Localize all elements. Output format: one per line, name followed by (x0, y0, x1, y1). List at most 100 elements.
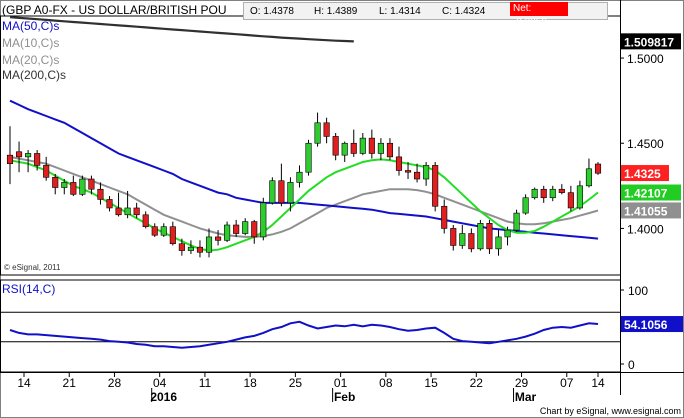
bear-candle (540, 188, 547, 199)
bear-candle (196, 246, 204, 253)
open-value: O: 1.4378 (250, 6, 294, 17)
bear-candle (34, 153, 41, 166)
bear-candle (52, 177, 59, 188)
bear-candle (278, 180, 285, 204)
bear-candle (133, 207, 140, 216)
bear-candle (368, 137, 375, 154)
x-tick-label: 08 (379, 376, 393, 390)
x-tick-label: 07 (560, 376, 574, 390)
month-label: Feb (334, 390, 355, 404)
bear-candle (251, 221, 258, 238)
month-label: 2016 (150, 390, 177, 404)
bull-candle (549, 188, 556, 199)
x-tick-label: 01 (334, 376, 348, 390)
bull-candle (160, 226, 167, 236)
price-y-tick-label: 1.5000 (627, 52, 664, 66)
ma20-line (9, 155, 599, 238)
bear-candle (386, 142, 393, 158)
bull-candle (224, 224, 231, 241)
bear-candle (441, 205, 448, 229)
bull-candle (79, 178, 86, 195)
legend-ma20: MA(20,C)s (2, 53, 59, 67)
rsi-label: RSI(14,C) (2, 282, 55, 296)
bull-candle (504, 229, 511, 238)
bear-candle (178, 243, 185, 251)
bear-candle (486, 223, 493, 250)
price-y-tick-label: 1.4500 (627, 137, 664, 151)
x-tick-label: 18 (243, 376, 257, 390)
price-value-box: 1.4325 (624, 167, 661, 181)
legend-ma200: MA(200,C)s (2, 68, 66, 82)
bull-candle (260, 202, 267, 238)
bull-candle (25, 153, 32, 158)
bull-candle (269, 180, 276, 204)
bull-candle (459, 233, 466, 246)
bear-candle (404, 170, 412, 173)
bear-candle (432, 165, 439, 207)
bull-candle (341, 142, 348, 156)
x-tick-label: 28 (108, 376, 122, 390)
bull-candle (531, 188, 538, 199)
x-tick-label: 04 (153, 376, 167, 390)
ma50-line (9, 99, 599, 240)
x-tick-label: 14 (591, 376, 605, 390)
bear-candle (15, 151, 23, 158)
bear-candle (115, 207, 122, 216)
x-tick-label: 21 (63, 376, 77, 390)
ma10-value-box: 1.42107 (624, 187, 668, 201)
bear-candle (567, 192, 574, 209)
bull-candle (205, 236, 213, 253)
rsi-y-tick-label: 0 (628, 358, 635, 372)
ma200-value-box: 1.509817 (624, 35, 674, 49)
ma200-line (9, 16, 354, 43)
bear-candle (332, 136, 339, 156)
ma200-value-box-bg (621, 33, 681, 50)
bear-candle (97, 188, 104, 200)
bull-candle (585, 168, 593, 187)
legend-ma10: MA(10,C)s (2, 36, 59, 50)
bear-candle (142, 214, 149, 228)
bull-candle (61, 182, 68, 188)
bull-candle (423, 165, 430, 180)
bear-candle (70, 182, 77, 195)
bull-candle (477, 223, 484, 250)
rsi-line (9, 320, 599, 349)
bull-candle (242, 221, 249, 234)
bear-candle (169, 226, 176, 245)
rsi-value-box-bg (621, 316, 683, 333)
bear-candle (106, 199, 113, 209)
ma10-value-box-bg (621, 184, 681, 201)
bull-candle (314, 122, 321, 144)
footer-credit: Chart by eSignal, www.esignal.com (540, 406, 681, 416)
x-tick-label: 22 (470, 376, 484, 390)
ma20-value-box: 1.41055 (624, 204, 668, 218)
bull-candle (187, 246, 194, 251)
bear-candle (395, 156, 403, 171)
rsi-y-tick-label: 100 (628, 284, 648, 298)
bear-candle (151, 226, 158, 236)
chart-title: (GBP A0-FX - US DOLLAR/BRITISH POU (2, 3, 227, 17)
bear-candle (350, 142, 357, 154)
price-value-box-bg (621, 165, 669, 182)
bull-candle (296, 171, 303, 183)
x-tick-label: 14 (17, 376, 31, 390)
bear-candle (558, 188, 565, 193)
bull-candle (359, 137, 366, 154)
x-tick-label: 11 (199, 376, 212, 390)
x-tick-label: 29 (515, 376, 529, 390)
bear-candle (43, 165, 50, 178)
rsi-value-box: 54.1056 (624, 318, 668, 332)
bull-candle (124, 207, 131, 216)
bull-candle (495, 236, 502, 250)
low-value: L: 1.4314 (379, 6, 421, 17)
bear-candle (215, 236, 222, 241)
bear-candle (468, 233, 475, 250)
legend-ma50: MA(50,C)s (2, 19, 59, 33)
bear-candle (6, 154, 14, 164)
bull-candle (576, 185, 583, 209)
high-value: H: 1.4389 (314, 6, 358, 17)
bull-candle (377, 142, 384, 154)
watermark: © eSignal, 2011 (4, 263, 61, 272)
bear-candle (594, 163, 602, 174)
